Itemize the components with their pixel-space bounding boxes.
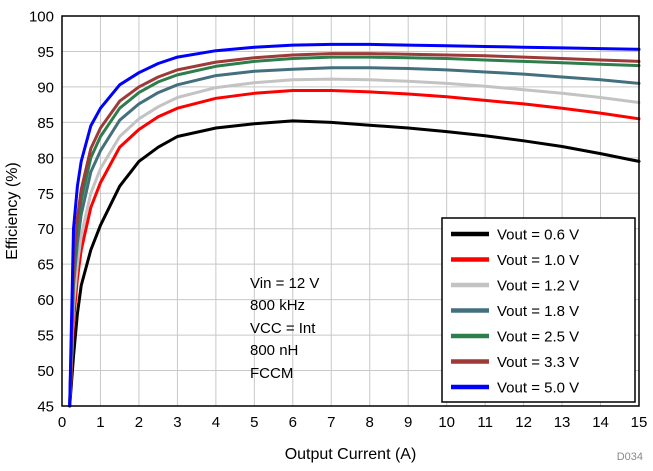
y-tick-label: 85 xyxy=(37,115,54,132)
curve-1.2v xyxy=(68,77,641,408)
x-tick-label: 2 xyxy=(135,414,143,431)
x-tick-label: 13 xyxy=(554,414,571,431)
plot-border xyxy=(61,15,640,407)
y-tick-label: 80 xyxy=(37,150,54,167)
legend-label: Vout = 2.5 V xyxy=(497,329,579,346)
condition-line: FCCM xyxy=(250,364,294,382)
x-tick-label: 7 xyxy=(327,414,335,431)
legend-label: Vout = 0.6 V xyxy=(497,227,579,244)
legend-label: Vout = 1.0 V xyxy=(497,252,579,269)
condition-line: 800 nH xyxy=(250,342,299,360)
y-tick-label: 55 xyxy=(37,328,54,345)
condition-line: 800 kHz xyxy=(250,297,306,315)
y-axis-label: Efficiency (%) xyxy=(4,162,21,260)
y-tick-label: 65 xyxy=(37,257,54,274)
x-tick-label: 0 xyxy=(58,414,66,431)
y-tick-label: 45 xyxy=(37,399,54,416)
figure-code: D034 xyxy=(616,451,643,463)
x-tick-label: 3 xyxy=(173,414,181,431)
x-tick-label: 11 xyxy=(477,414,493,431)
curve-3.3v xyxy=(68,52,641,408)
x-tick-label: 1 xyxy=(96,414,104,431)
y-tick-label: 75 xyxy=(37,186,54,203)
x-axis-label: Output Current (A) xyxy=(285,446,417,463)
x-tick-label: 12 xyxy=(515,414,532,431)
x-tick-label: 10 xyxy=(438,414,455,431)
condition-line: Vin = 12 V xyxy=(250,275,320,292)
y-tick-label: 70 xyxy=(37,221,54,238)
y-tick-label: 90 xyxy=(37,79,54,96)
x-tick-label: 6 xyxy=(289,414,297,431)
legend-label: Vout = 5.0 V xyxy=(497,380,579,397)
test-conditions-annotation: Vin = 12 V 800 kHz VCC = Int 800 nH FCCM xyxy=(250,273,319,385)
legend-label: Vout = 1.8 V xyxy=(497,303,579,320)
x-tick-label: 14 xyxy=(592,414,609,431)
curve-1.0v xyxy=(68,89,641,408)
x-tick-label: 9 xyxy=(404,414,412,431)
x-tick-label: 4 xyxy=(212,414,220,431)
x-tick-label: 8 xyxy=(366,414,374,431)
curve-1.8v xyxy=(68,66,641,408)
curve-2.5v xyxy=(68,55,641,408)
legend-label: Vout = 3.3 V xyxy=(497,354,579,371)
y-tick-label: 60 xyxy=(37,292,54,309)
x-tick-label: 5 xyxy=(250,414,258,431)
y-tick-label: 95 xyxy=(37,44,54,61)
curve-5.0v xyxy=(68,42,641,408)
y-tick-label: 50 xyxy=(37,363,54,380)
x-tick-label: 15 xyxy=(631,414,648,431)
legend-label: Vout = 1.2 V xyxy=(497,278,579,295)
curve-0.6v xyxy=(68,119,641,408)
condition-line: VCC = Int xyxy=(250,319,316,337)
y-tick-label: 100 xyxy=(29,9,54,26)
